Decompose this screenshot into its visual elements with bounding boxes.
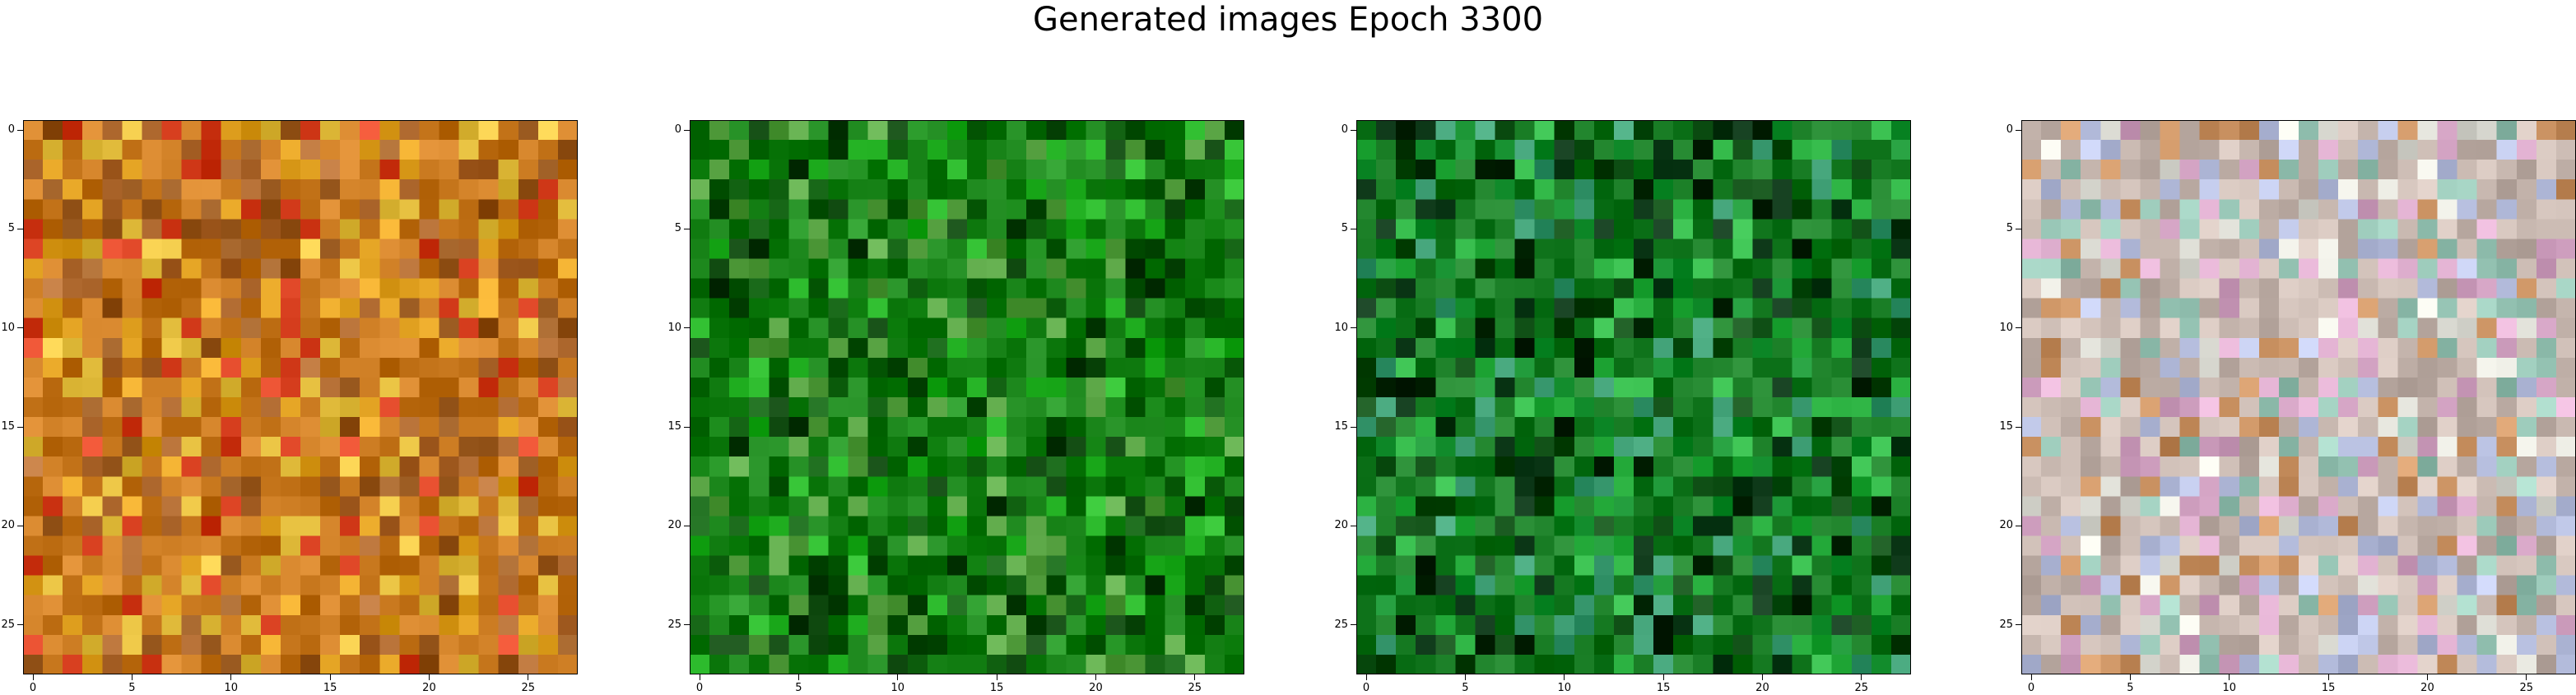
y-tick-label: 10 [667, 321, 681, 334]
x-tick-label: 5 [128, 682, 136, 694]
x-tick-label: 25 [1188, 682, 1202, 694]
x-tick [329, 674, 331, 680]
x-tick-label: 15 [1656, 682, 1671, 694]
x-tick [1194, 674, 1196, 680]
y-tick [17, 327, 23, 329]
y-tick-label: 20 [1334, 519, 1348, 532]
y-tick-label: 0 [2006, 123, 2013, 137]
y-tick-label: 5 [2006, 222, 2013, 235]
x-tick [1365, 674, 1367, 680]
x-tick [2229, 674, 2230, 680]
x-tick-label: 10 [890, 682, 905, 694]
x-tick [1662, 674, 1664, 680]
y-tick-label: 5 [7, 222, 15, 235]
y-tick-label: 10 [1999, 321, 2013, 334]
image-panel-4: 0 5 10 15 20 25 0 5 10 15 20 25 [1999, 120, 2576, 694]
x-tick [2129, 674, 2131, 680]
x-tick-label: 25 [2519, 682, 2534, 694]
x-tick-label: 20 [422, 682, 436, 694]
y-tick-label: 10 [1, 321, 15, 334]
y-tick [2016, 327, 2021, 329]
x-tick [230, 674, 232, 680]
y-tick-label: 25 [667, 618, 681, 631]
x-tick-label: 5 [795, 682, 802, 694]
x-tick [1095, 674, 1096, 680]
y-tick-label: 25 [1, 618, 15, 631]
x-tick [897, 674, 899, 680]
y-tick-label: 0 [7, 123, 15, 137]
x-tick-label: 10 [2222, 682, 2237, 694]
x-tick-label: 25 [1854, 682, 1869, 694]
generated-image-2 [690, 120, 1244, 674]
image-panel-2: 0 5 10 15 20 25 0 5 10 15 20 25 [667, 120, 1244, 694]
x-tick [2030, 674, 2032, 680]
x-tick [2327, 674, 2329, 680]
y-tick [2016, 624, 2021, 626]
y-tick-label: 0 [1341, 123, 1348, 137]
y-tick [1351, 426, 1356, 428]
x-tick [131, 674, 133, 680]
y-tick [1351, 624, 1356, 626]
x-tick-label: 20 [1755, 682, 1769, 694]
y-tick-label: 25 [1999, 618, 2013, 631]
y-tick-label: 15 [1334, 420, 1348, 433]
x-tick-label: 0 [2027, 682, 2035, 694]
y-tick [2016, 129, 2021, 131]
x-tick [1761, 674, 1763, 680]
x-tick-label: 10 [1557, 682, 1572, 694]
y-tick-label: 20 [1999, 519, 2013, 532]
generated-image-4 [2021, 120, 2576, 674]
y-tick [17, 624, 23, 626]
figure-title: Generated images Epoch 3300 [1032, 1, 1544, 39]
x-tick [1564, 674, 1565, 680]
image-panel-1: 0 5 10 15 20 25 0 5 10 15 20 25 [1, 120, 578, 694]
y-tick [684, 129, 690, 131]
y-tick [17, 129, 23, 131]
y-tick-label: 5 [674, 222, 681, 235]
y-tick-label: 20 [667, 519, 681, 532]
x-tick-label: 10 [224, 682, 239, 694]
x-tick-label: 20 [1089, 682, 1103, 694]
generated-image-1 [23, 120, 578, 674]
y-tick [1351, 129, 1356, 131]
x-tick [2426, 674, 2428, 680]
x-tick-label: 0 [1362, 682, 1370, 694]
x-tick [1464, 674, 1466, 680]
x-tick [797, 674, 799, 680]
x-tick-label: 15 [989, 682, 1004, 694]
y-tick [684, 426, 690, 428]
y-tick [2016, 426, 2021, 428]
x-tick-label: 15 [2321, 682, 2336, 694]
x-tick [428, 674, 430, 680]
x-tick-label: 5 [1462, 682, 1469, 694]
x-tick-label: 0 [695, 682, 704, 694]
y-tick-label: 15 [667, 420, 681, 433]
y-tick [684, 624, 690, 626]
x-tick-label: 0 [29, 682, 37, 694]
x-tick-label: 5 [2127, 682, 2134, 694]
y-tick-label: 0 [674, 123, 681, 137]
x-tick-label: 25 [521, 682, 536, 694]
image-panel-3: 0 5 10 15 20 25 0 5 10 15 20 25 [1334, 120, 1911, 694]
y-tick-label: 10 [1334, 321, 1348, 334]
y-tick-label: 15 [1999, 420, 2013, 433]
y-tick [684, 327, 690, 329]
y-tick [17, 426, 23, 428]
y-tick [1351, 327, 1356, 329]
y-tick-label: 20 [1, 519, 15, 532]
generated-image-3 [1356, 120, 1911, 674]
x-tick-label: 15 [323, 682, 337, 694]
y-tick-label: 25 [1334, 618, 1348, 631]
y-tick-label: 15 [1, 420, 15, 433]
y-tick-label: 5 [1341, 222, 1348, 235]
x-tick-label: 20 [2420, 682, 2434, 694]
x-tick [2526, 674, 2527, 680]
x-tick [32, 674, 34, 680]
x-tick [1861, 674, 1862, 680]
